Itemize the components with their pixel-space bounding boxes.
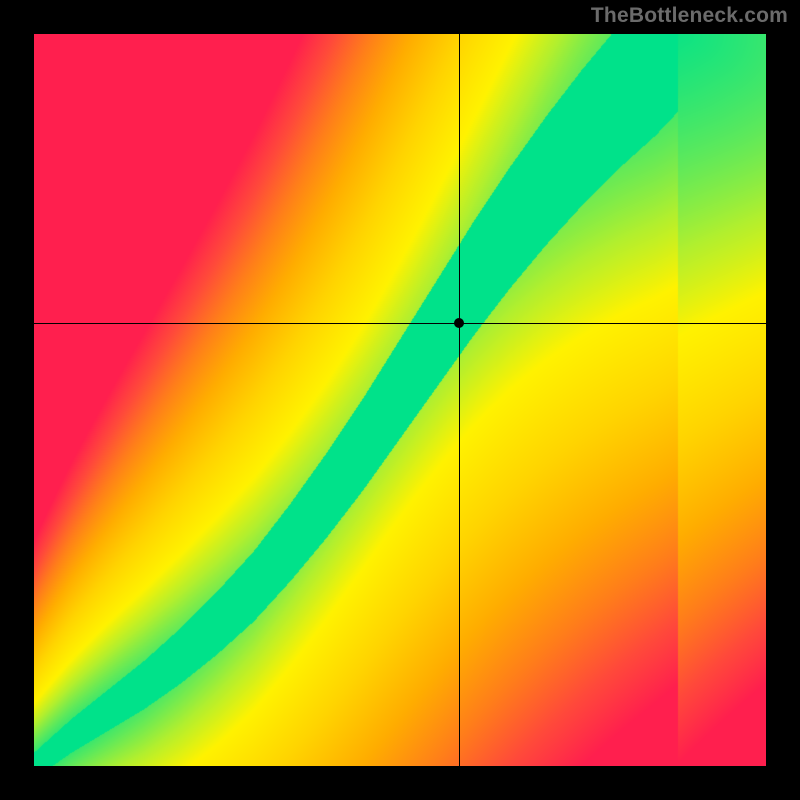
crosshair-marker bbox=[454, 318, 464, 328]
crosshair-vertical bbox=[459, 34, 460, 766]
crosshair-horizontal bbox=[34, 323, 766, 324]
watermark-text: TheBottleneck.com bbox=[591, 4, 788, 28]
heatmap-plot-area bbox=[34, 34, 766, 766]
chart-container: TheBottleneck.com bbox=[0, 0, 800, 800]
heatmap-canvas bbox=[34, 34, 766, 766]
